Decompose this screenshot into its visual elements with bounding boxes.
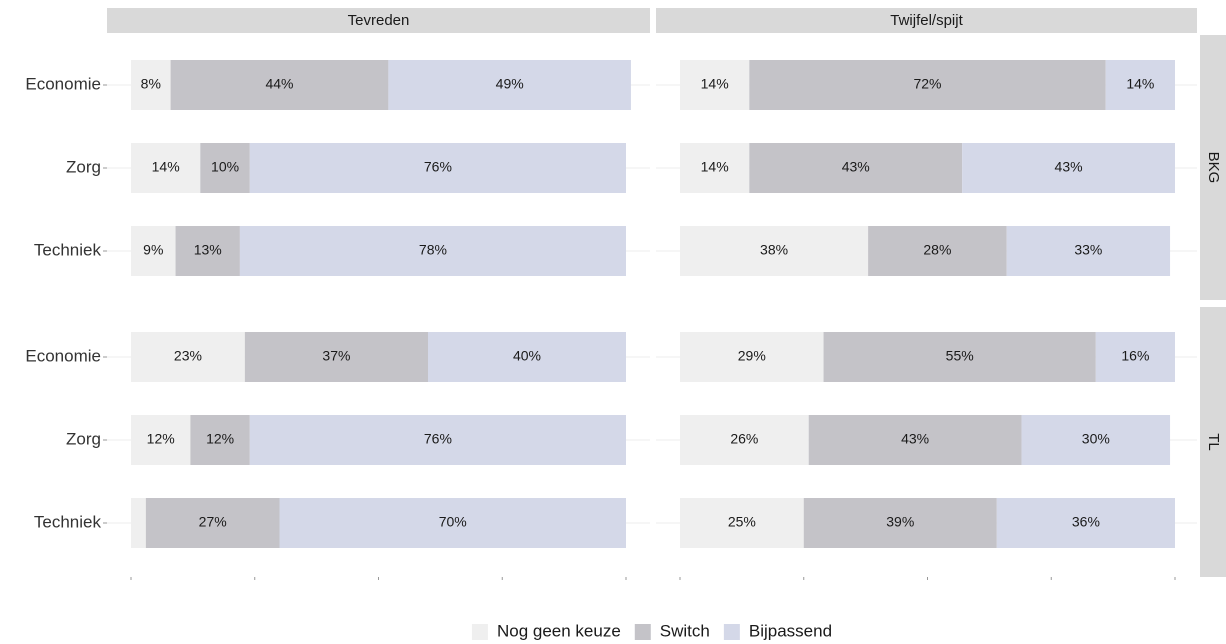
data-label: 12% [206,431,234,447]
bar-segment [1021,415,1171,465]
data-label: 29% [738,348,766,364]
bar-segment [680,498,804,548]
bar-segment [190,415,250,465]
bar-segment [145,498,280,548]
data-label: 10% [211,159,239,175]
bar-segment [279,498,626,548]
bar-segment [131,498,146,548]
data-label: 33% [1074,242,1102,258]
facet-strip [107,8,650,33]
data-label: 40% [513,348,541,364]
data-label: 78% [419,242,447,258]
data-label: 12% [147,431,175,447]
legend-label: Nog geen keuze [497,621,621,640]
bar-segment [749,60,1106,110]
bar-segment [1105,60,1175,110]
bar-segment [131,415,191,465]
data-label: 43% [1055,159,1083,175]
data-label: 14% [701,159,729,175]
category-label: Economie [25,346,101,365]
data-label: 8% [141,76,161,92]
category-label: Economie [25,74,101,93]
category-label: Zorg [66,157,101,176]
data-label: 38% [760,242,788,258]
data-label: 55% [946,348,974,364]
data-label: 27% [199,514,227,530]
legend-swatch [471,624,488,640]
bar-segment [131,143,201,193]
bar-segment [244,332,428,382]
bar-segment [803,498,997,548]
bar-segment [823,332,1096,382]
data-label: 26% [730,431,758,447]
bar-segment [680,60,750,110]
bar-segment [680,332,824,382]
bar-segment [239,226,626,276]
data-label: 23% [174,348,202,364]
bar-segment [868,226,1007,276]
bar-segment [749,143,963,193]
data-label: 14% [1126,76,1154,92]
bar-segment [1006,226,1171,276]
category-label: Techniek [34,512,102,531]
data-label: 37% [322,348,350,364]
data-label: 9% [143,242,163,258]
legend-swatch [723,624,740,640]
facet-label: TL [1205,433,1222,451]
category-label: Zorg [66,429,101,448]
bar-segment [170,60,389,110]
bar-segment [962,143,1175,193]
facet-strip [656,8,1197,33]
bar-segment [996,498,1175,548]
bar-segment [680,226,869,276]
legend: Nog geen keuze Switch Bijpassend [471,621,832,640]
data-label: 16% [1121,348,1149,364]
data-label: 72% [913,76,941,92]
category-label: Techniek [34,240,102,259]
bar-segment [249,415,627,465]
data-label: 43% [901,431,929,447]
legend-swatch [634,624,651,640]
data-label: 44% [265,76,293,92]
legend-label: Switch [660,621,710,640]
data-label: 36% [1072,514,1100,530]
bar-segment [808,415,1022,465]
data-label: 14% [701,76,729,92]
data-label: 28% [923,242,951,258]
data-label: 76% [424,159,452,175]
bar-segment [428,332,626,382]
bar-segment [680,415,809,465]
bar-segment [200,143,250,193]
bar-segment [249,143,627,193]
data-label: 43% [842,159,870,175]
data-label: 49% [496,76,524,92]
facet-label: Tevreden [348,12,410,29]
facet-label: Twijfel/spijt [890,12,963,29]
bar-segment [388,60,631,110]
data-label: 30% [1082,431,1110,447]
data-label: 39% [886,514,914,530]
data-label: 76% [424,431,452,447]
bar-segment [1095,332,1175,382]
facet-strip [1200,307,1226,577]
facet-label: BKG [1205,152,1222,184]
bar-segment [131,226,176,276]
facet-strip [1200,35,1226,300]
data-label: 13% [194,242,222,258]
data-label: 14% [152,159,180,175]
bar-segment [131,332,245,382]
bar-segment [131,60,171,110]
legend-label: Bijpassend [749,621,832,640]
bar-segment [175,226,240,276]
data-label: 25% [728,514,756,530]
bar-segment [680,143,750,193]
data-label: 70% [439,514,467,530]
